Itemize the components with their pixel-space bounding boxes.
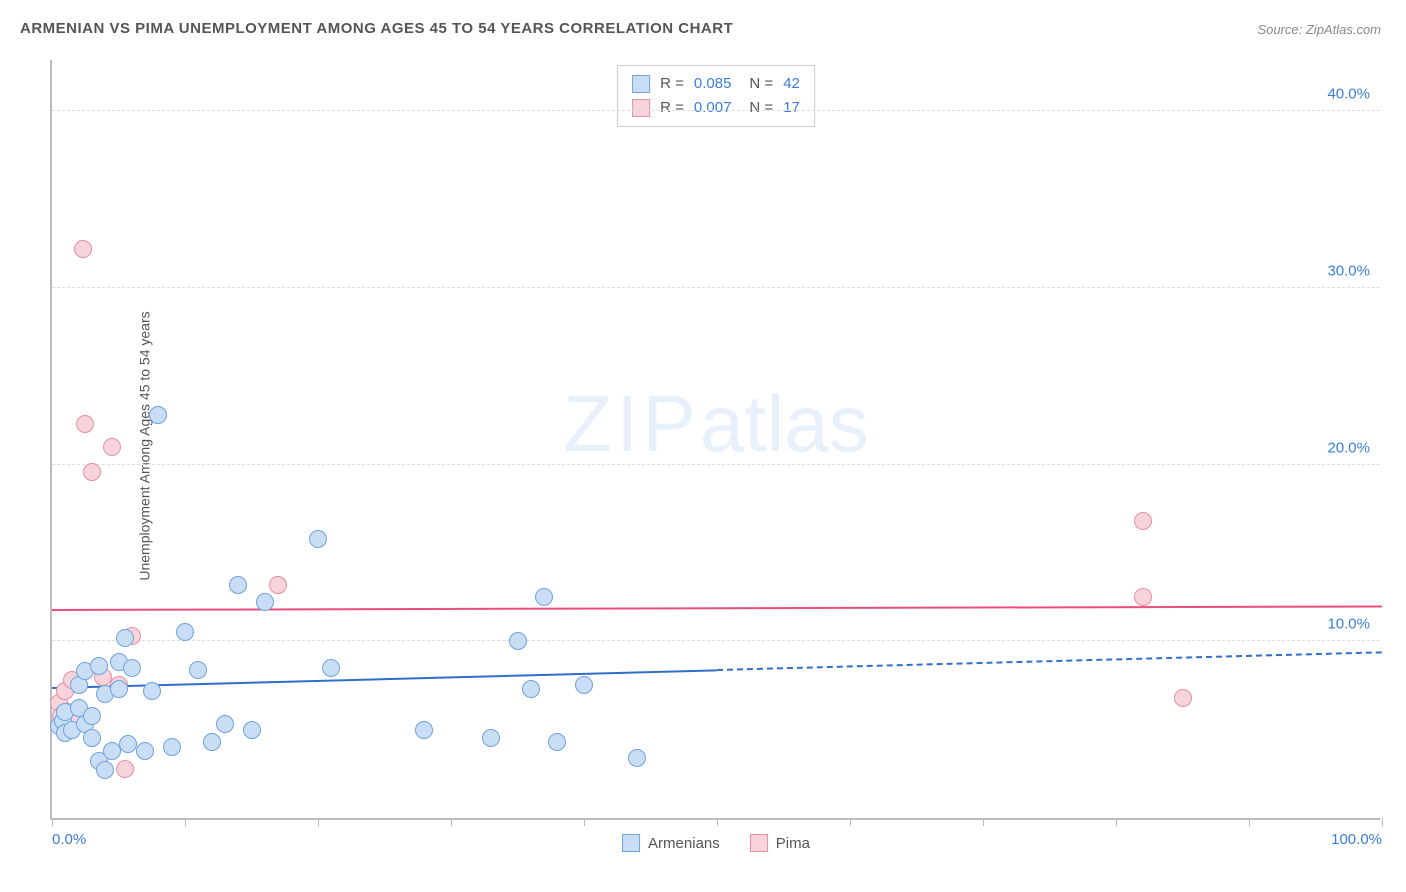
data-point-armenians xyxy=(322,659,340,677)
legend-series: Armenians Pima xyxy=(622,834,810,852)
data-point-pima xyxy=(1174,689,1192,707)
legend-n-value: 42 xyxy=(783,72,800,96)
data-point-armenians xyxy=(482,729,500,747)
data-point-armenians xyxy=(628,749,646,767)
plot-area: ZIPatlas R =0.085N =42R =0.007N =17 Arme… xyxy=(50,60,1380,820)
x-tick-label: 100.0% xyxy=(1331,831,1382,848)
data-point-armenians xyxy=(243,721,261,739)
data-point-armenians xyxy=(309,530,327,548)
data-point-armenians xyxy=(123,659,141,677)
data-point-armenians xyxy=(189,661,207,679)
data-point-armenians xyxy=(256,593,274,611)
legend-r-label: R = xyxy=(660,96,684,120)
data-point-armenians xyxy=(548,733,566,751)
legend-r-label: R = xyxy=(660,72,684,96)
y-tick-label: 20.0% xyxy=(1327,439,1370,456)
legend-item: Armenians xyxy=(622,834,720,852)
data-point-pima xyxy=(76,415,94,433)
x-tick xyxy=(451,818,452,826)
legend-n-value: 17 xyxy=(783,96,800,120)
data-point-armenians xyxy=(203,733,221,751)
data-point-armenians xyxy=(575,676,593,694)
y-tick-label: 40.0% xyxy=(1327,86,1370,103)
watermark-rest: atlas xyxy=(700,379,869,468)
data-point-armenians xyxy=(96,761,114,779)
data-point-pima xyxy=(1134,588,1152,606)
data-point-pima xyxy=(116,760,134,778)
watermark: ZIPatlas xyxy=(563,378,868,470)
data-point-armenians xyxy=(136,742,154,760)
data-point-pima xyxy=(269,576,287,594)
x-tick xyxy=(717,818,718,826)
data-point-armenians xyxy=(176,623,194,641)
data-point-armenians xyxy=(415,721,433,739)
x-tick xyxy=(185,818,186,826)
legend-label: Armenians xyxy=(648,835,720,852)
data-point-pima xyxy=(74,240,92,258)
x-tick xyxy=(1249,818,1250,826)
gridline xyxy=(52,464,1380,465)
trend-line xyxy=(717,652,1382,672)
trend-line xyxy=(52,606,1382,612)
data-point-armenians xyxy=(90,657,108,675)
source-attribution: Source: ZipAtlas.com xyxy=(1257,22,1381,37)
data-point-armenians xyxy=(522,680,540,698)
data-point-armenians xyxy=(119,735,137,753)
data-point-armenians xyxy=(229,576,247,594)
legend-swatch xyxy=(622,834,640,852)
data-point-armenians xyxy=(83,729,101,747)
gridline xyxy=(52,640,1380,641)
gridline xyxy=(52,110,1380,111)
data-point-armenians xyxy=(163,738,181,756)
chart-title: ARMENIAN VS PIMA UNEMPLOYMENT AMONG AGES… xyxy=(20,20,733,37)
legend-swatch xyxy=(632,75,650,93)
x-tick xyxy=(52,818,53,826)
data-point-pima xyxy=(83,463,101,481)
legend-r-value: 0.085 xyxy=(694,72,732,96)
legend-r-value: 0.007 xyxy=(694,96,732,120)
legend-swatch xyxy=(750,834,768,852)
x-tick xyxy=(1116,818,1117,826)
legend-correlation: R = 0.085 N = 42 R = 0.007 N = 17 xyxy=(617,65,815,127)
data-point-pima xyxy=(103,438,121,456)
watermark-bold: ZIP xyxy=(563,379,699,468)
legend-item: Pima xyxy=(750,834,810,852)
legend-n-label: N = xyxy=(749,72,773,96)
x-tick xyxy=(318,818,319,826)
x-tick xyxy=(850,818,851,826)
legend-row: R = 0.085 N = 42 xyxy=(632,72,800,96)
data-point-armenians xyxy=(143,682,161,700)
data-point-armenians xyxy=(535,588,553,606)
data-point-armenians xyxy=(149,406,167,424)
x-tick xyxy=(983,818,984,826)
data-point-armenians xyxy=(83,707,101,725)
data-point-armenians xyxy=(116,629,134,647)
gridline xyxy=(52,287,1380,288)
y-tick-label: 30.0% xyxy=(1327,262,1370,279)
chart-container: ARMENIAN VS PIMA UNEMPLOYMENT AMONG AGES… xyxy=(0,0,1406,892)
x-tick xyxy=(584,818,585,826)
data-point-armenians xyxy=(509,632,527,650)
data-point-pima xyxy=(1134,512,1152,530)
data-point-armenians xyxy=(110,680,128,698)
x-tick-label: 0.0% xyxy=(52,831,86,848)
legend-swatch xyxy=(632,99,650,117)
legend-label: Pima xyxy=(776,835,810,852)
x-tick xyxy=(1382,818,1383,826)
legend-row: R = 0.007 N = 17 xyxy=(632,96,800,120)
data-point-armenians xyxy=(216,715,234,733)
y-tick-label: 10.0% xyxy=(1327,616,1370,633)
legend-n-label: N = xyxy=(749,96,773,120)
